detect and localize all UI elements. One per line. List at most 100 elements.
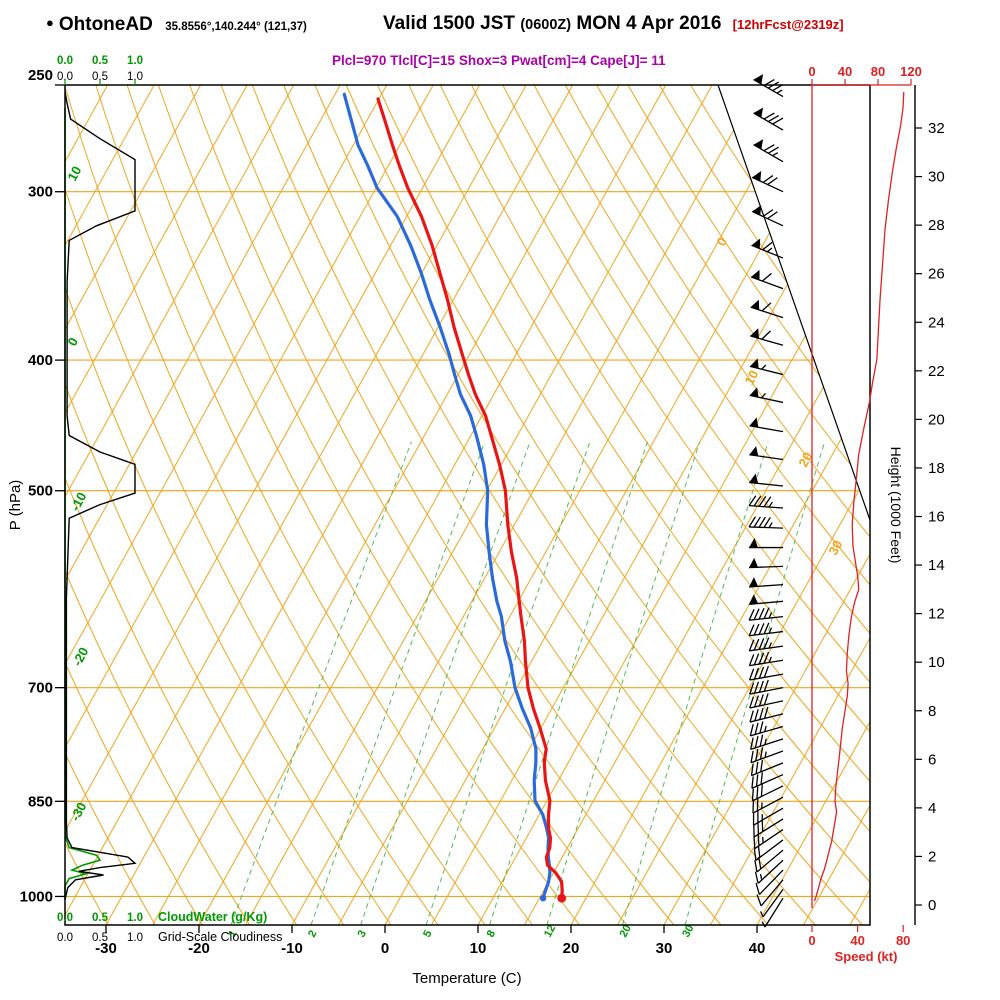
svg-text:1: 1	[226, 928, 239, 939]
wind-barb	[749, 706, 784, 723]
svg-text:-20: -20	[69, 645, 91, 669]
svg-text:300: 300	[28, 184, 53, 201]
surface-dewpoint-dot	[539, 894, 547, 902]
svg-text:1.0: 1.0	[127, 71, 143, 83]
surface-temperature-dot	[557, 893, 567, 903]
svg-text:30: 30	[680, 923, 696, 939]
svg-text:0: 0	[381, 940, 389, 957]
wind-barb	[750, 759, 784, 777]
svg-text:80: 80	[871, 64, 885, 79]
wind-barb	[749, 679, 784, 695]
svg-text:0.5: 0.5	[92, 932, 108, 944]
forecast-tag: [12hrFcst@2319z]	[732, 17, 844, 32]
pressure-gridlines	[65, 191, 870, 897]
wind-barb	[749, 446, 784, 461]
grid	[65, 85, 870, 925]
svg-text:4: 4	[928, 800, 936, 817]
svg-text:850: 850	[28, 793, 53, 810]
svg-text:250: 250	[28, 67, 53, 84]
wind-barb	[754, 859, 784, 884]
mixing-ratio-labels: 1 2 3 5 8 12 20 30	[226, 923, 696, 939]
pressure-axis: 250 300 400 500 700 850 1000 P (hPa)	[7, 67, 65, 905]
svg-text:0: 0	[808, 64, 815, 79]
svg-text:20: 20	[563, 940, 580, 957]
wind-barb	[761, 897, 784, 928]
wind-barb	[753, 829, 784, 850]
wind-barb	[754, 849, 784, 873]
svg-text:1.0: 1.0	[127, 55, 143, 67]
wind-barb	[751, 171, 784, 193]
svg-text:-30: -30	[95, 940, 117, 957]
svg-text:12: 12	[928, 606, 945, 623]
svg-text:700: 700	[28, 680, 53, 697]
valid-time-utc: (0600Z)	[520, 17, 572, 33]
wind-barb	[751, 784, 784, 802]
svg-text:22: 22	[928, 363, 945, 380]
header: ● OhtoneAD 35.8556°,140.244° (121,37)	[46, 14, 307, 36]
svg-text:20: 20	[618, 923, 634, 939]
svg-text:40: 40	[749, 940, 766, 957]
svg-text:40: 40	[850, 933, 864, 948]
svg-text:0.0: 0.0	[57, 55, 73, 67]
wind-barb	[755, 869, 784, 896]
wind-barb	[759, 888, 784, 918]
wind-barb	[751, 238, 784, 259]
wind-barb	[748, 651, 784, 667]
svg-text:0.0: 0.0	[57, 932, 73, 944]
svg-text:10: 10	[470, 940, 487, 957]
wind-barb	[752, 796, 784, 814]
svg-text:20: 20	[795, 450, 815, 470]
svg-text:-10: -10	[281, 940, 303, 957]
station-bullet-icon: ●	[46, 15, 54, 30]
wind-barb	[753, 139, 784, 163]
svg-text:16: 16	[928, 509, 945, 526]
wind-barb	[753, 818, 784, 838]
temperature-axis-title: Temperature (C)	[412, 970, 521, 987]
wind-barb	[748, 557, 784, 569]
svg-text:24: 24	[928, 314, 945, 331]
svg-text:0: 0	[928, 897, 936, 914]
svg-text:6: 6	[928, 751, 936, 768]
svg-text:30: 30	[928, 169, 945, 186]
svg-text:0.5: 0.5	[92, 912, 109, 924]
temperature-line	[376, 97, 564, 900]
valid-date: MON 4 Apr 2016	[576, 13, 722, 34]
svg-text:30: 30	[825, 538, 845, 558]
svg-text:1000: 1000	[20, 888, 53, 905]
svg-text:0.0: 0.0	[57, 71, 73, 83]
wind-barb	[748, 622, 784, 637]
svg-text:32: 32	[928, 120, 945, 137]
height-axis-title: Height (1000 Feet)	[888, 447, 904, 564]
chart-frame	[64, 84, 871, 926]
wind-barb	[750, 734, 784, 751]
isotherms	[65, 85, 870, 925]
svg-text:14: 14	[928, 557, 945, 574]
wind-barbs	[748, 74, 784, 928]
svg-text:500: 500	[28, 483, 53, 500]
svg-text:0: 0	[808, 933, 815, 948]
svg-text:80: 80	[896, 933, 910, 948]
wind-barb	[748, 516, 784, 529]
cloud-scales: 0.0 0.0 0.0 0.0 0.5 0.5 0.5 0.5 1.0 1.0 1.0 1.0 Clou…	[57, 55, 282, 944]
wind-barb	[749, 417, 784, 433]
svg-text:1.0: 1.0	[127, 912, 143, 924]
wind-barb	[756, 879, 784, 907]
svg-text:1.0: 1.0	[127, 932, 143, 944]
svg-text:26: 26	[928, 266, 945, 283]
temperature-axis: -30 -20 -10 0 10 20 30 40 Temperature (C)	[95, 925, 765, 987]
wind-barb	[750, 299, 784, 319]
svg-text:0.0: 0.0	[57, 912, 73, 924]
wind-barb	[751, 205, 784, 227]
cloudiness-profile-line	[64, 91, 137, 900]
wind-barb	[749, 538, 783, 549]
station-coordinates: 35.8556°,140.244° (121,37)	[165, 21, 307, 33]
svg-text:2: 2	[928, 848, 936, 865]
svg-text:0.5: 0.5	[92, 55, 109, 67]
svg-text:-30: -30	[67, 800, 89, 824]
svg-text:2: 2	[306, 928, 319, 939]
wind-barb	[751, 772, 784, 789]
